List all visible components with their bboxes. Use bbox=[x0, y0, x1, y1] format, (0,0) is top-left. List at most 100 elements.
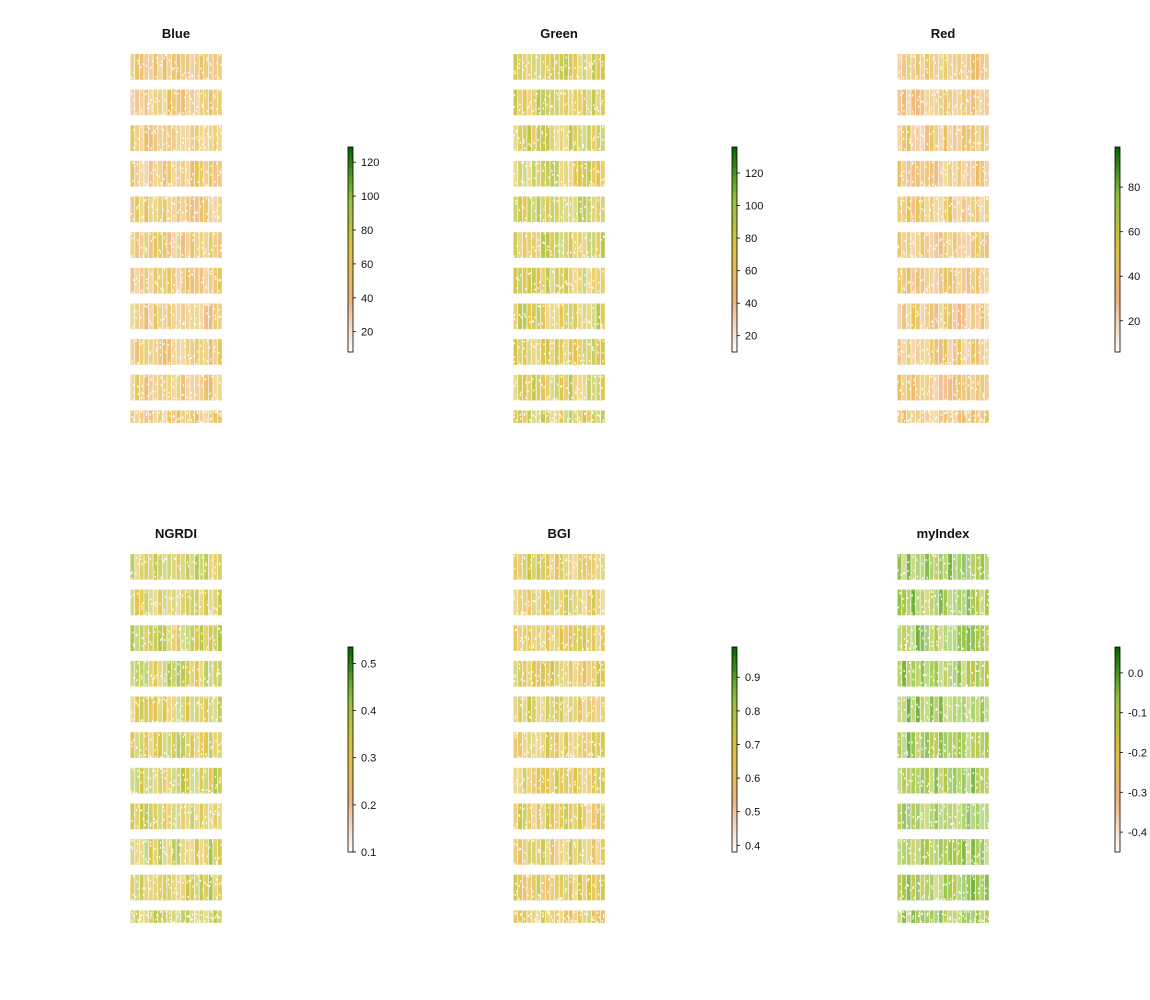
plot-gap-pixel bbox=[902, 303, 904, 306]
plot-stripe bbox=[522, 803, 527, 830]
plot-gap-pixel bbox=[561, 827, 563, 830]
plot-stripe bbox=[596, 660, 601, 687]
plot-gap-pixel bbox=[971, 596, 973, 599]
plot-gap-pixel bbox=[576, 890, 579, 893]
plot-gap-pixel bbox=[942, 268, 944, 270]
plot-gap-pixel bbox=[979, 339, 981, 342]
plot-gap-pixel bbox=[131, 685, 133, 688]
plot-gap-pixel bbox=[546, 685, 548, 688]
plot-gap-pixel bbox=[143, 680, 145, 683]
plot-gap-pixel bbox=[584, 413, 586, 416]
plot-gap-pixel bbox=[516, 635, 519, 638]
plot-gap-pixel bbox=[183, 345, 186, 348]
plot-gap-pixel bbox=[939, 753, 941, 756]
plot-gap-pixel bbox=[197, 769, 199, 772]
plot-stripe bbox=[204, 232, 208, 258]
plot-gap-pixel bbox=[136, 114, 138, 117]
plot-gap-pixel bbox=[197, 412, 199, 415]
plot-gap-pixel bbox=[981, 205, 983, 208]
plot-gap-pixel bbox=[576, 697, 578, 700]
plot-gap-pixel bbox=[599, 309, 602, 312]
plot-gap-pixel bbox=[960, 555, 963, 558]
plot-gap-pixel bbox=[513, 360, 515, 363]
plot-stripe bbox=[204, 160, 208, 187]
plot-stripe bbox=[591, 554, 596, 580]
plot-gap-pixel bbox=[179, 779, 182, 782]
plot-gap-pixel bbox=[552, 417, 554, 420]
plot-gap-pixel bbox=[952, 111, 955, 114]
plot-gap-pixel bbox=[528, 251, 530, 253]
plot-gap-pixel bbox=[969, 610, 972, 613]
plot-gap-pixel bbox=[960, 358, 962, 361]
plot-gap-pixel bbox=[579, 250, 581, 253]
plot-gap-pixel bbox=[190, 597, 192, 600]
plot-gap-pixel bbox=[599, 880, 601, 882]
plot-gap-pixel bbox=[151, 105, 153, 108]
plot-gap-pixel bbox=[197, 75, 199, 78]
plot-gap-pixel bbox=[560, 415, 562, 418]
plot-gap-pixel bbox=[932, 754, 934, 757]
plot-gap-pixel bbox=[913, 130, 915, 133]
plot-gap-pixel bbox=[160, 148, 162, 151]
plot-gap-pixel bbox=[542, 781, 544, 784]
plot-stripe bbox=[587, 89, 591, 116]
plot-gap-pixel bbox=[599, 599, 601, 601]
plot-stripe bbox=[975, 303, 980, 330]
plot-gap-pixel bbox=[527, 914, 530, 917]
plot-gap-pixel bbox=[544, 98, 546, 101]
plot-gap-pixel bbox=[154, 821, 156, 824]
plot-gap-pixel bbox=[958, 792, 960, 795]
plot-gap-pixel bbox=[544, 205, 546, 208]
plot-gap-pixel bbox=[138, 920, 140, 923]
plot-gap-pixel bbox=[154, 314, 156, 317]
plot-gap-pixel bbox=[155, 674, 157, 677]
plot-gap-pixel bbox=[981, 71, 983, 74]
plot-stripe bbox=[171, 874, 176, 901]
plot-gap-pixel bbox=[601, 749, 603, 752]
plot-gap-pixel bbox=[908, 576, 910, 579]
plot-gap-pixel bbox=[560, 708, 562, 711]
plot-stripe bbox=[938, 589, 943, 616]
plot-gap-pixel bbox=[562, 642, 564, 645]
plot-gap-pixel bbox=[557, 98, 559, 101]
plot-gap-pixel bbox=[907, 569, 909, 572]
plot-gap-pixel bbox=[149, 320, 151, 323]
plot-gap-pixel bbox=[565, 713, 567, 716]
panel-title-bgi: BGI bbox=[547, 526, 570, 541]
plot-stripe bbox=[902, 89, 906, 116]
plot-stripe bbox=[176, 839, 181, 865]
plot-stripe bbox=[148, 625, 153, 651]
plot-gap-pixel bbox=[169, 182, 172, 185]
plot-stripe bbox=[513, 54, 518, 80]
plot-gap-pixel bbox=[530, 746, 532, 749]
plot-gap-pixel bbox=[154, 390, 156, 393]
plot-gap-pixel bbox=[950, 676, 952, 679]
plot-stripe bbox=[975, 625, 980, 651]
plot-gap-pixel bbox=[558, 844, 560, 847]
plot-stripe bbox=[213, 839, 218, 865]
plot-gap-pixel bbox=[925, 629, 927, 632]
plot-gap-pixel bbox=[940, 773, 942, 776]
plot-stripe bbox=[591, 232, 596, 258]
plot-gap-pixel bbox=[539, 214, 541, 217]
plot-gap-pixel bbox=[964, 169, 966, 172]
plot-gap-pixel bbox=[218, 279, 220, 282]
plot-stripe bbox=[971, 732, 975, 758]
plot-gap-pixel bbox=[982, 239, 984, 242]
plot-gap-pixel bbox=[932, 161, 934, 164]
plot-gap-pixel bbox=[163, 267, 165, 270]
plot-gap-pixel bbox=[206, 213, 208, 216]
plot-gap-pixel bbox=[193, 413, 195, 416]
plot-gap-pixel bbox=[966, 164, 968, 167]
plot-gap-pixel bbox=[555, 612, 557, 615]
plot-gap-pixel bbox=[972, 605, 974, 608]
plot-gap-pixel bbox=[587, 149, 590, 152]
plot-stripe bbox=[144, 303, 149, 330]
plot-stripe bbox=[176, 874, 181, 901]
plot-gap-pixel bbox=[520, 274, 522, 277]
plot-stripe bbox=[600, 232, 605, 258]
plot-gap-pixel bbox=[555, 284, 557, 287]
plot-gap-pixel bbox=[148, 421, 150, 424]
plot-gap-pixel bbox=[904, 219, 906, 222]
plot-gap-pixel bbox=[941, 215, 943, 218]
